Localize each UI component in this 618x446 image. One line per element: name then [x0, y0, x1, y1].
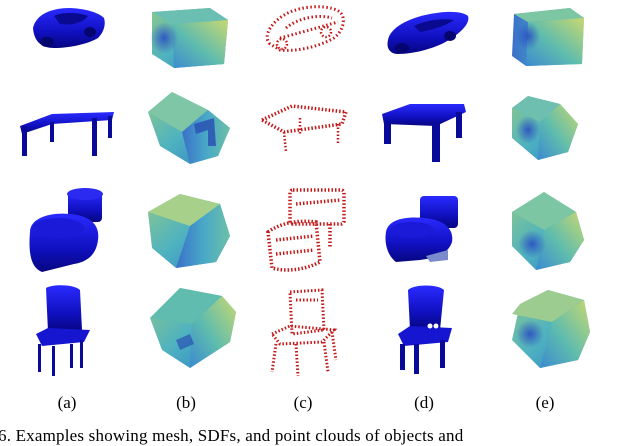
car-mesh-a [33, 8, 105, 48]
chair-mesh-d [398, 285, 452, 374]
sdf-cube-b [148, 194, 230, 268]
toilet-pointcloud-c [266, 188, 346, 272]
column-label-c: (c) [293, 393, 313, 412]
table-mesh-a [20, 112, 114, 156]
table-mesh-d [382, 104, 466, 162]
column-label-a: (a) [57, 393, 77, 412]
row-toilet [29, 188, 584, 272]
row-car [33, 5, 584, 68]
column-label-d: (d) [414, 393, 434, 412]
sdf-cube-e [512, 8, 584, 66]
figure-caption: 6. Examples showing mesh, SDFs, and poin… [0, 426, 464, 445]
sdf-cube-e [512, 290, 590, 368]
row-table [20, 92, 578, 164]
row-chair [36, 285, 590, 377]
chair-mesh-a [36, 285, 90, 376]
car-pointcloud-c [265, 5, 345, 52]
column-label-e: (e) [535, 393, 555, 412]
toilet-mesh-a [29, 188, 103, 272]
column-label-b: (b) [176, 393, 196, 412]
sdf-cube-b [150, 288, 236, 368]
toilet-mesh-d [385, 196, 458, 262]
sdf-cube-e [512, 192, 584, 270]
sdf-cube-b [148, 92, 230, 164]
sdf-cube-e [512, 96, 578, 160]
sdf-cube-b [150, 8, 228, 68]
table-pointcloud-c [258, 104, 349, 153]
chair-pointcloud-c [269, 288, 338, 377]
car-mesh-d [387, 11, 469, 54]
